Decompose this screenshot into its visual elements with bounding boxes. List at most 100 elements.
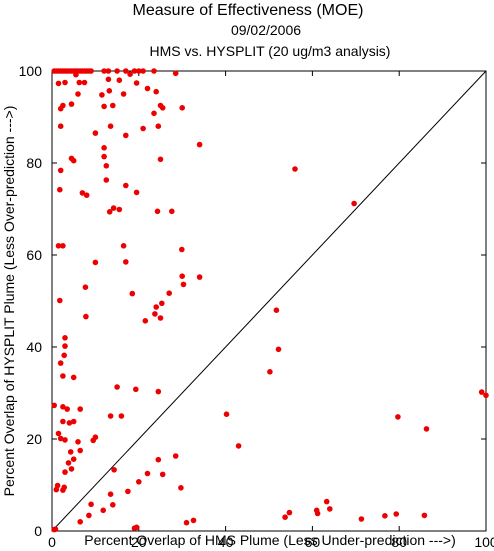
x-tick-label: 60 xyxy=(305,534,321,550)
data-point xyxy=(133,386,139,393)
data-point xyxy=(82,284,89,291)
data-point xyxy=(183,519,190,526)
data-point xyxy=(60,102,66,109)
x-tick-label: 20 xyxy=(131,534,147,550)
data-point xyxy=(60,418,66,425)
data-point xyxy=(62,437,68,443)
data-point xyxy=(110,205,117,211)
data-point xyxy=(169,208,175,215)
data-point xyxy=(140,125,146,132)
data-point xyxy=(152,311,158,317)
y-axis-label: Percent Overlap of HYSPLIT Plume (Less O… xyxy=(1,106,17,497)
data-point xyxy=(79,190,86,196)
data-point xyxy=(60,404,66,410)
x-tick-label: 80 xyxy=(391,534,407,550)
data-point xyxy=(235,443,242,449)
data-point xyxy=(77,519,83,525)
chart-title: Measure of Effectiveness (MOE) xyxy=(133,2,364,19)
data-point xyxy=(110,102,116,109)
data-point xyxy=(103,177,110,183)
data-point xyxy=(70,456,77,463)
data-point xyxy=(88,501,94,508)
chart-subtitle-analysis: HMS vs. HYSPLIT (20 ug/m3 analysis) xyxy=(150,43,391,59)
data-point xyxy=(57,186,63,193)
data-point xyxy=(88,68,94,74)
data-point xyxy=(323,498,330,505)
data-point xyxy=(107,123,114,129)
data-point xyxy=(151,110,157,117)
data-point xyxy=(105,68,112,74)
data-point xyxy=(159,105,166,111)
data-point xyxy=(62,335,68,341)
data-point xyxy=(92,259,99,266)
data-point xyxy=(70,374,77,381)
y-tick-label: 20 xyxy=(26,431,42,447)
data-point xyxy=(120,243,127,249)
data-point xyxy=(81,79,88,86)
plot-frame xyxy=(51,70,487,532)
data-point xyxy=(106,209,113,215)
y-axis: 0 20 40 60 80 100 xyxy=(19,63,486,539)
data-point xyxy=(423,426,430,432)
data-point xyxy=(77,447,83,454)
data-point xyxy=(179,246,185,253)
data-point xyxy=(62,79,68,86)
data-point xyxy=(114,68,120,74)
data-point xyxy=(103,163,110,169)
data-point xyxy=(155,123,162,129)
data-point xyxy=(267,369,273,375)
data-point xyxy=(68,101,75,107)
data-point xyxy=(151,68,157,74)
data-point xyxy=(478,389,485,395)
data-point xyxy=(55,243,62,249)
data-point xyxy=(64,406,70,412)
data-point xyxy=(99,92,105,98)
data-point xyxy=(129,290,136,297)
data-point xyxy=(172,453,179,459)
data-point xyxy=(101,145,107,151)
data-point xyxy=(61,484,67,491)
data-point xyxy=(76,79,83,86)
data-point xyxy=(92,434,99,441)
data-point xyxy=(180,281,187,288)
x-axis-label: Percent Overlap of HMS Plume (Less Under… xyxy=(84,532,456,548)
data-point xyxy=(123,259,129,265)
x-axis: 0 20 40 60 80 100 xyxy=(48,71,494,550)
data-point xyxy=(131,68,138,74)
y-tick-label: 40 xyxy=(26,339,42,355)
data-point xyxy=(61,352,67,359)
data-point xyxy=(282,514,288,520)
data-point xyxy=(75,439,81,445)
data-point xyxy=(70,418,77,425)
data-point xyxy=(55,430,62,437)
data-point xyxy=(179,273,185,280)
data-point xyxy=(75,91,81,97)
data-point xyxy=(60,243,66,249)
data-point xyxy=(123,68,129,74)
data-point xyxy=(62,343,68,349)
data-point xyxy=(125,488,131,495)
data-point xyxy=(154,208,161,215)
data-point xyxy=(53,486,60,493)
data-point xyxy=(123,182,129,189)
data-point xyxy=(100,507,106,514)
data-point xyxy=(273,307,280,314)
data-point xyxy=(153,88,159,95)
data-point xyxy=(73,71,79,78)
data-point xyxy=(136,479,142,485)
data-point xyxy=(101,103,107,110)
data-point xyxy=(107,491,114,498)
data-point xyxy=(351,200,357,207)
chart-subtitle: 09/02/2006 xyxy=(231,22,301,38)
data-point xyxy=(57,297,63,304)
data-point xyxy=(60,373,66,379)
data-point xyxy=(327,506,333,512)
data-point xyxy=(159,471,166,478)
data-point xyxy=(66,420,73,426)
data-point xyxy=(51,526,57,533)
data-point xyxy=(144,470,151,477)
data-point xyxy=(223,411,230,418)
data-point xyxy=(57,123,64,129)
data-point xyxy=(55,80,62,87)
